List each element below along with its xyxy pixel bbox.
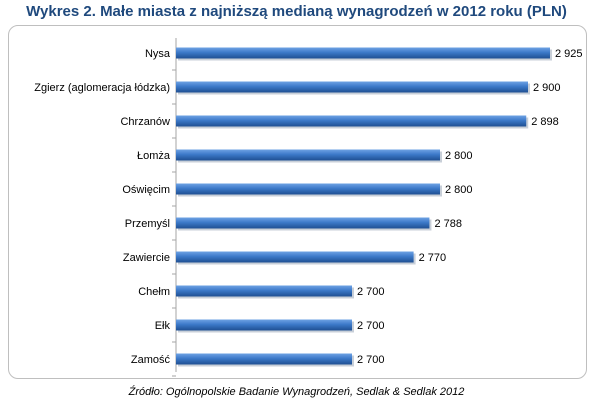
- category-label: Zgierz (aglomeracja łódzka): [34, 82, 170, 94]
- value-label: 2 925: [555, 48, 583, 60]
- category-label: Ełk: [155, 320, 171, 332]
- chart-title: Wykres 2. Małe miasta z najniższą median…: [26, 3, 567, 20]
- category-label: Chrzanów: [120, 116, 170, 128]
- bar: [176, 319, 352, 331]
- source-note: Źródło: Ogólnopolskie Badanie Wynagrodze…: [128, 386, 465, 398]
- value-label: 2 700: [357, 286, 385, 298]
- category-label: Nysa: [145, 48, 171, 60]
- bar: [176, 353, 352, 365]
- category-label: Przemyśl: [125, 218, 170, 230]
- value-label: 2 700: [357, 320, 385, 332]
- bar: [176, 115, 527, 127]
- value-label: 2 770: [419, 252, 447, 264]
- bar: [176, 81, 528, 93]
- bar: [176, 217, 430, 229]
- bar: [176, 285, 352, 297]
- value-label: 2 900: [533, 82, 561, 94]
- category-label: Oświęcim: [122, 184, 170, 196]
- bar: [176, 183, 440, 195]
- value-label: 2 700: [357, 354, 385, 366]
- bar: [176, 149, 440, 161]
- value-label: 2 800: [445, 184, 473, 196]
- category-label: Zamość: [131, 354, 171, 366]
- value-label: 2 788: [434, 218, 462, 230]
- value-label: 2 800: [445, 150, 473, 162]
- bar: [176, 47, 550, 59]
- category-label: Łomża: [137, 150, 171, 162]
- category-label: Zawiercie: [123, 252, 170, 264]
- value-label: 2 898: [531, 116, 559, 128]
- bar: [176, 251, 414, 263]
- category-label: Chełm: [138, 286, 170, 298]
